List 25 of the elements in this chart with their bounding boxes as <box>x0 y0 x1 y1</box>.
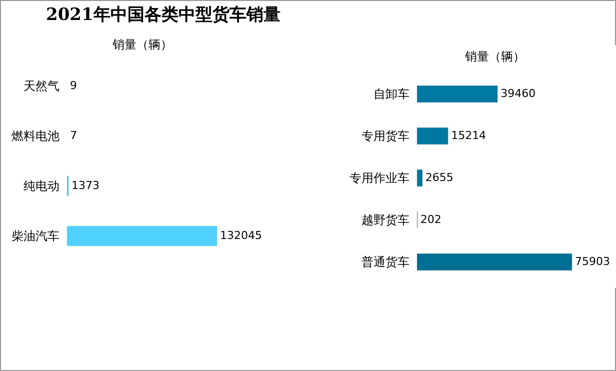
y-tick-label: 天然气 <box>24 79 60 93</box>
data-label: 7 <box>70 129 78 142</box>
y-tick-label: 自卸车 <box>374 87 410 101</box>
data-label: 15214 <box>451 129 486 142</box>
y-tick-label: 燃料电池 <box>12 129 60 143</box>
chart-title: 2021年中国各类中型货车销量 <box>46 5 280 25</box>
bar <box>417 128 448 144</box>
x-axis-title: 销量（辆） <box>464 50 525 64</box>
data-label: 39460 <box>500 87 536 100</box>
y-tick-label: 专用作业车 <box>350 171 410 185</box>
data-label: 2655 <box>425 171 454 184</box>
data-label: 1373 <box>72 179 100 192</box>
y-tick-label: 纯电动 <box>24 179 60 193</box>
data-label: 75903 <box>575 255 610 268</box>
bar <box>417 254 572 270</box>
data-label: 202 <box>420 213 442 226</box>
y-tick-label: 柴油汽车 <box>12 229 60 243</box>
y-tick-label: 越野货车 <box>362 213 410 227</box>
data-label: 132045 <box>220 229 262 242</box>
y-tick-label: 普通货车 <box>362 255 410 269</box>
y-tick-label: 专用货车 <box>362 129 410 143</box>
bar <box>417 86 498 102</box>
data-label: 9 <box>70 79 78 92</box>
bar <box>417 170 422 186</box>
x-axis-title: 销量（辆） <box>112 38 172 52</box>
